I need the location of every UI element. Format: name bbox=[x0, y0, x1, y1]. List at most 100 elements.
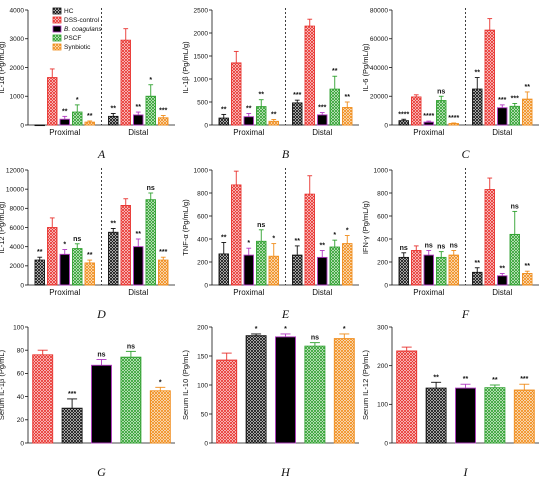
bar bbox=[411, 250, 422, 286]
y-tick-label: 1000 bbox=[374, 167, 389, 174]
y-tick-label: 800 bbox=[377, 190, 388, 197]
significance-label: ns bbox=[311, 335, 319, 342]
y-tick-label: 500 bbox=[197, 99, 208, 106]
legend-label: HC bbox=[64, 8, 74, 15]
significance-label: * bbox=[76, 97, 79, 104]
y-tick-label: 40000 bbox=[370, 65, 388, 72]
bar bbox=[484, 189, 495, 286]
bar bbox=[72, 248, 83, 286]
bar bbox=[436, 256, 447, 286]
bar bbox=[32, 354, 54, 444]
significance-label: ** bbox=[500, 266, 506, 273]
panel-letter: F bbox=[461, 307, 470, 321]
x-group-label: Proximal bbox=[49, 128, 80, 137]
y-tick-label: 600 bbox=[377, 213, 388, 220]
y-tick-label: 20 bbox=[17, 417, 25, 424]
y-tick-label: 2500 bbox=[194, 7, 209, 14]
bar bbox=[59, 118, 70, 126]
y-tick-label: 600 bbox=[197, 213, 208, 220]
bar bbox=[268, 120, 279, 126]
significance-label: ** bbox=[525, 263, 531, 270]
y-tick-label: 20000 bbox=[370, 94, 388, 101]
y-tick-label: 0 bbox=[204, 122, 208, 129]
significance-label: * bbox=[255, 326, 258, 333]
y-tick-label: 2000 bbox=[194, 30, 209, 37]
bar bbox=[509, 233, 520, 286]
y-axis-title: Serum IL-12 (Pg/mL) bbox=[361, 349, 370, 420]
y-tick-label: 0 bbox=[20, 282, 24, 289]
bar bbox=[304, 193, 315, 286]
panel-letter: H bbox=[280, 465, 291, 479]
y-tick-label: 8000 bbox=[10, 206, 25, 213]
y-tick-label: 4000 bbox=[10, 244, 25, 251]
significance-label: *** bbox=[159, 108, 167, 115]
significance-label: ** bbox=[271, 111, 277, 118]
bar bbox=[304, 345, 326, 444]
bar bbox=[243, 116, 254, 126]
significance-label: ns bbox=[437, 88, 445, 95]
significance-label: * bbox=[149, 77, 152, 84]
y-axis-title: IL-6 (Pg/mL/g) bbox=[361, 43, 370, 91]
significance-label: ns bbox=[511, 203, 519, 210]
y-tick-label: 1000 bbox=[194, 76, 209, 83]
significance-label: **** bbox=[448, 115, 459, 122]
x-group-label: Distal bbox=[312, 288, 332, 297]
bar bbox=[133, 114, 144, 126]
significance-label: ** bbox=[136, 104, 142, 111]
bar bbox=[317, 114, 328, 126]
panel-letter: E bbox=[281, 307, 290, 321]
significance-label: * bbox=[343, 326, 346, 333]
bar bbox=[72, 111, 83, 126]
x-group-label: Proximal bbox=[233, 128, 264, 137]
bar bbox=[522, 98, 533, 126]
y-axis-title: IL-1β (Pg/mL/g) bbox=[181, 41, 190, 94]
y-tick-label: 0 bbox=[384, 440, 388, 447]
y-tick-label: 60000 bbox=[370, 36, 388, 43]
y-tick-label: 0 bbox=[384, 282, 388, 289]
y-tick-label: 100 bbox=[377, 402, 388, 409]
bar bbox=[133, 246, 144, 286]
significance-label: *** bbox=[318, 105, 326, 112]
bar bbox=[448, 123, 459, 126]
bar bbox=[256, 106, 267, 126]
bar bbox=[329, 88, 340, 126]
bar bbox=[472, 271, 483, 286]
x-group-label: Distal bbox=[492, 128, 512, 137]
y-axis-title: Serum IL-10 (Pg/mL) bbox=[181, 349, 190, 420]
significance-label: ** bbox=[37, 249, 43, 256]
bar bbox=[34, 124, 45, 127]
y-tick-label: 200 bbox=[377, 363, 388, 370]
y-tick-label: 0 bbox=[384, 122, 388, 129]
x-group-label: Distal bbox=[312, 128, 332, 137]
significance-label: ns bbox=[400, 245, 408, 252]
significance-label: *** bbox=[498, 97, 506, 104]
x-group-label: Proximal bbox=[413, 288, 444, 297]
significance-label: * bbox=[346, 228, 349, 235]
bar bbox=[411, 96, 422, 126]
significance-label: * bbox=[333, 232, 336, 239]
significance-label: ** bbox=[87, 113, 93, 120]
y-tick-label: 1000 bbox=[194, 167, 209, 174]
bar bbox=[292, 102, 303, 126]
legend-label: Synbiotic bbox=[64, 44, 91, 51]
bar bbox=[455, 387, 476, 444]
y-tick-label: 6000 bbox=[10, 225, 25, 232]
bar bbox=[231, 184, 242, 286]
bar bbox=[342, 243, 353, 286]
significance-label: ** bbox=[463, 376, 469, 383]
y-tick-label: 10000 bbox=[6, 186, 24, 193]
bar bbox=[149, 390, 171, 444]
y-tick-label: 100 bbox=[13, 324, 24, 331]
y-tick-label: 1000 bbox=[10, 94, 25, 101]
significance-label: * bbox=[272, 236, 275, 243]
significance-label: ** bbox=[525, 84, 531, 91]
bar bbox=[484, 387, 506, 444]
significance-label: ** bbox=[221, 234, 227, 241]
panel-g: 0 20 40 60 80 100 Serum IL-1β (Pg/mL) G *** ns ns * bbox=[0, 324, 175, 479]
bar bbox=[256, 240, 267, 286]
significance-label: ** bbox=[136, 231, 142, 238]
bar bbox=[484, 29, 495, 126]
